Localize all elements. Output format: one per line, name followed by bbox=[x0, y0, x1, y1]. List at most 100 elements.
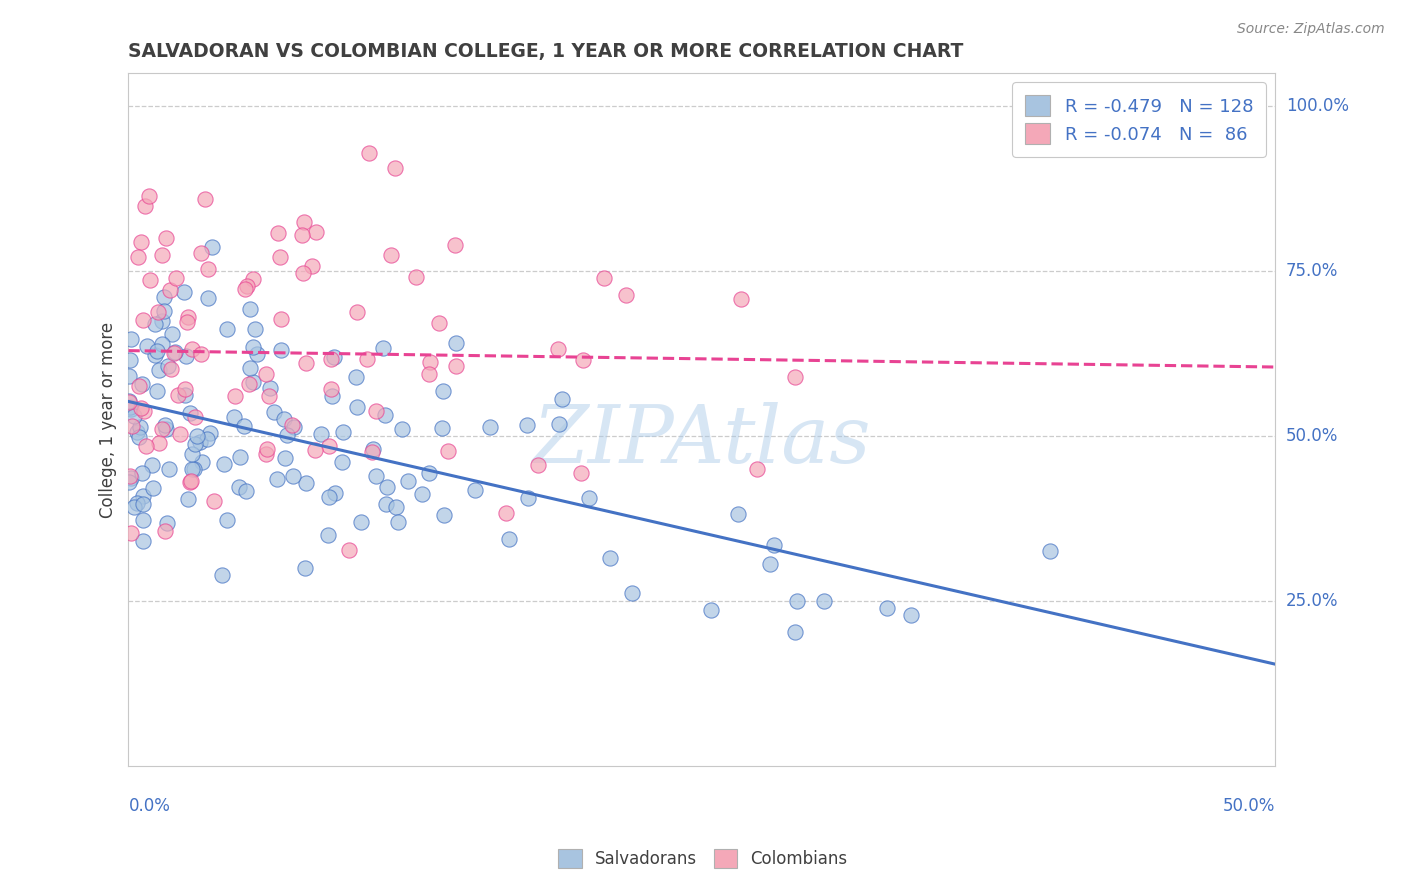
Point bbox=[396, 474, 419, 488]
Point bbox=[295, 356, 318, 370]
Point bbox=[162, 327, 184, 342]
Point bbox=[148, 305, 170, 319]
Point bbox=[356, 351, 378, 366]
Point bbox=[229, 450, 252, 464]
Point bbox=[157, 462, 180, 476]
Point bbox=[198, 426, 221, 441]
Point bbox=[118, 368, 141, 383]
Point bbox=[321, 351, 343, 366]
Point bbox=[727, 507, 749, 521]
Point bbox=[516, 491, 538, 506]
Point bbox=[759, 558, 782, 572]
Point bbox=[498, 532, 520, 546]
Point bbox=[309, 427, 332, 442]
Text: ZIPAtlas: ZIPAtlas bbox=[533, 401, 870, 479]
Point bbox=[184, 409, 207, 424]
Point bbox=[364, 468, 387, 483]
Point bbox=[129, 401, 152, 415]
Point bbox=[259, 381, 281, 395]
Point bbox=[270, 343, 292, 358]
Point bbox=[191, 455, 214, 469]
Point bbox=[339, 543, 361, 558]
Point bbox=[900, 607, 922, 622]
Point bbox=[783, 369, 806, 384]
Point bbox=[120, 332, 142, 346]
Point bbox=[235, 279, 257, 293]
Point bbox=[437, 444, 460, 458]
Point bbox=[173, 285, 195, 300]
Point bbox=[242, 375, 264, 389]
Point bbox=[730, 292, 752, 306]
Point bbox=[120, 353, 142, 368]
Point bbox=[405, 269, 427, 284]
Point bbox=[181, 447, 204, 461]
Point bbox=[292, 215, 315, 229]
Point bbox=[131, 313, 153, 327]
Y-axis label: College, 1 year or more: College, 1 year or more bbox=[100, 322, 117, 517]
Point bbox=[120, 402, 142, 417]
Point bbox=[391, 422, 413, 436]
Point bbox=[243, 321, 266, 335]
Point bbox=[254, 367, 277, 381]
Text: 0.0%: 0.0% bbox=[128, 797, 170, 814]
Point bbox=[571, 353, 593, 368]
Point bbox=[215, 322, 238, 336]
Point bbox=[332, 425, 354, 439]
Point bbox=[179, 475, 201, 490]
Point bbox=[263, 405, 285, 419]
Point bbox=[143, 317, 166, 331]
Point bbox=[184, 437, 207, 451]
Point bbox=[131, 466, 153, 480]
Point bbox=[181, 461, 204, 475]
Point bbox=[547, 342, 569, 356]
Point bbox=[212, 457, 235, 471]
Point bbox=[190, 347, 212, 361]
Point bbox=[148, 435, 170, 450]
Point bbox=[224, 389, 246, 403]
Point bbox=[254, 447, 277, 461]
Point bbox=[162, 345, 184, 359]
Point bbox=[177, 310, 200, 324]
Point bbox=[346, 400, 368, 414]
Point bbox=[146, 384, 169, 398]
Point bbox=[177, 491, 200, 506]
Point bbox=[273, 451, 295, 466]
Point bbox=[350, 515, 373, 529]
Point bbox=[150, 248, 173, 262]
Point bbox=[323, 350, 346, 364]
Point bbox=[786, 594, 808, 608]
Point bbox=[201, 240, 224, 254]
Point bbox=[464, 483, 486, 498]
Point bbox=[142, 481, 165, 495]
Point bbox=[273, 412, 295, 426]
Point bbox=[419, 355, 441, 369]
Text: 100.0%: 100.0% bbox=[1286, 97, 1348, 115]
Point bbox=[592, 270, 614, 285]
Point bbox=[876, 601, 898, 615]
Point bbox=[150, 422, 173, 436]
Point bbox=[138, 273, 160, 287]
Point bbox=[294, 561, 316, 575]
Point bbox=[444, 336, 467, 351]
Point bbox=[143, 348, 166, 362]
Point bbox=[813, 594, 835, 608]
Point bbox=[276, 428, 298, 442]
Point bbox=[155, 418, 177, 433]
Point bbox=[135, 439, 157, 453]
Point bbox=[242, 272, 264, 286]
Point bbox=[176, 349, 198, 363]
Point bbox=[120, 400, 142, 414]
Point bbox=[374, 497, 396, 511]
Point bbox=[366, 403, 388, 417]
Point bbox=[183, 461, 205, 475]
Point bbox=[197, 432, 219, 446]
Point bbox=[384, 500, 406, 515]
Point bbox=[127, 425, 149, 439]
Point bbox=[281, 417, 304, 432]
Point bbox=[132, 489, 155, 503]
Text: 50.0%: 50.0% bbox=[1222, 797, 1275, 814]
Point bbox=[745, 462, 768, 476]
Point bbox=[131, 377, 153, 392]
Point bbox=[163, 345, 186, 359]
Point bbox=[444, 238, 467, 252]
